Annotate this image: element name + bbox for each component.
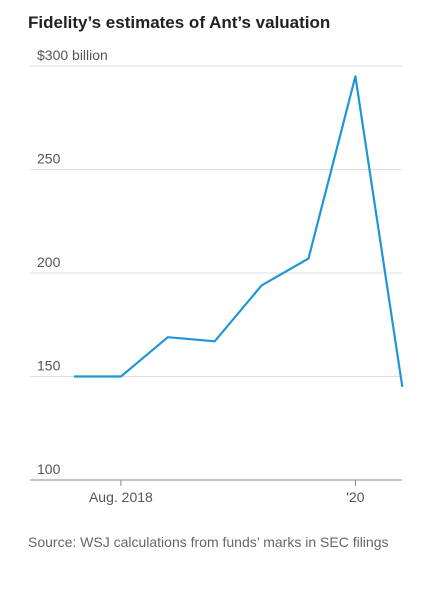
source-note: Source: WSJ calculations from funds’ mar… <box>28 534 389 550</box>
data-line <box>74 75 404 388</box>
y-tick-label: 150 <box>37 358 61 374</box>
y-tick-label: 200 <box>37 254 61 270</box>
chart-title: Fidelity’s estimates of Ant’s valuation <box>28 13 330 32</box>
y-tick-label: 100 <box>37 461 61 477</box>
chart: Fidelity’s estimates of Ant’s valuation … <box>28 13 404 505</box>
y-tick-label: 250 <box>37 151 61 167</box>
x-tick-label: '20 <box>346 489 364 505</box>
y-tick-label: $300 billion <box>37 47 108 63</box>
x-tick-label: Aug. 2018 <box>89 489 153 505</box>
